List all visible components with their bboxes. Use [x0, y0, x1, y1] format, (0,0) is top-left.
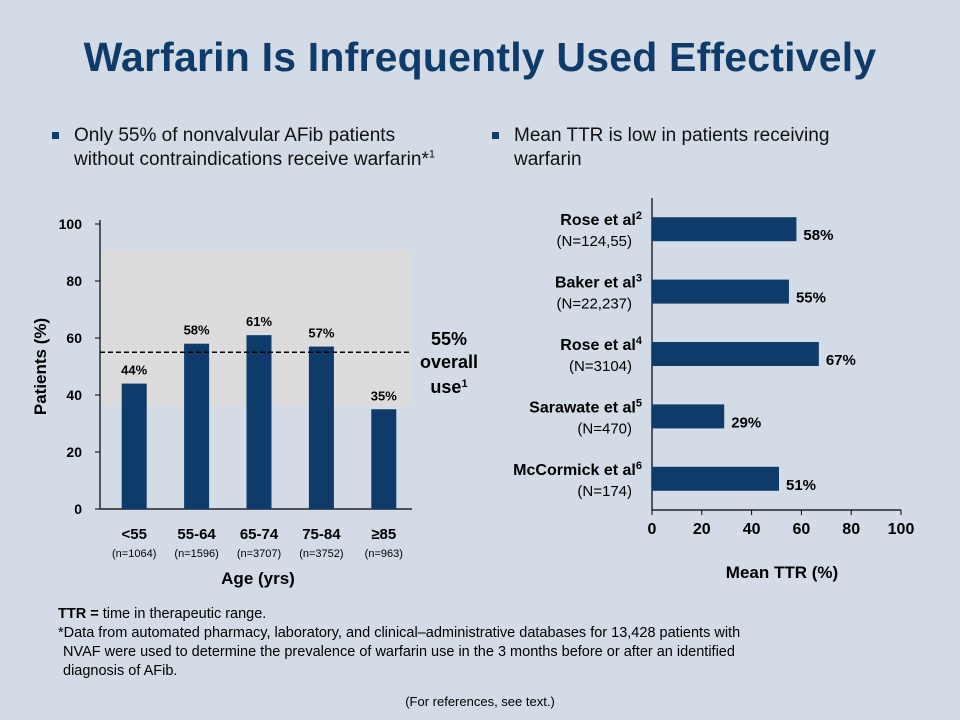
category-sample-size: (N=174): [577, 483, 632, 500]
x-tick-label: 65-74: [240, 526, 279, 543]
x-tick-label: <55: [121, 526, 146, 543]
bar: [308, 346, 334, 509]
bar: [652, 466, 779, 491]
category-sample-size: (N=124,55): [557, 233, 632, 250]
category-sample-size: (N=470): [577, 420, 632, 437]
x-tick-label: 40: [743, 521, 761, 538]
svg-text:McCormick et al6: McCormick et al6: [513, 460, 642, 479]
bar: [652, 279, 789, 304]
reference-label-line: overall: [420, 352, 478, 372]
x-tick-sublabel: (n=1596): [174, 548, 218, 560]
footnote-line-2: NVAF were used to determine the prevalen…: [63, 644, 735, 660]
category-label: Baker et al: [555, 275, 636, 292]
bar: [652, 342, 819, 366]
bar-data-label: 55%: [796, 290, 826, 307]
category-ref: 3: [636, 273, 642, 285]
category-label: Rose et al: [560, 337, 636, 354]
y-tick-label: 20: [66, 444, 82, 460]
left-bullet: Only 55% of nonvalvular AFib patients wi…: [52, 124, 454, 172]
references-note: (For references, see text.): [405, 694, 555, 709]
footnote-line-3: diagnosis of AFib.: [63, 663, 178, 679]
y-tick-label: 40: [66, 387, 82, 403]
x-axis-label: Age (yrs): [221, 569, 295, 588]
x-axis-label: Mean TTR (%): [726, 563, 838, 582]
bar: [246, 335, 272, 509]
category-label: McCormick et al: [513, 462, 636, 479]
svg-text:use1: use1: [430, 377, 467, 397]
category-sample-size: (N=22,237): [557, 296, 632, 313]
x-tick-sublabel: (n=1064): [112, 548, 156, 560]
x-tick-label: 100: [888, 521, 915, 538]
bar-data-label: 44%: [121, 363, 147, 378]
category-ref: 2: [636, 210, 642, 222]
footnote-line-1: *Data from automated pharmacy, laborator…: [58, 625, 741, 641]
category-ref: 4: [636, 335, 643, 347]
y-tick-label: 80: [66, 273, 82, 289]
x-tick-sublabel: (n=3752): [299, 548, 343, 560]
bullet-square-icon: [52, 132, 59, 139]
category-label: Rose et al: [560, 212, 636, 229]
x-tick-sublabel: (n=3707): [237, 548, 281, 560]
x-tick-label: 80: [842, 521, 860, 538]
bar-data-label: 51%: [786, 477, 816, 494]
bullet-square-icon: [492, 132, 499, 139]
right-bullet: Mean TTR is low in patients receiving wa…: [492, 124, 894, 172]
bar-data-label: 35%: [371, 388, 397, 403]
bar-data-label: 61%: [246, 314, 272, 329]
category-ref: 5: [636, 397, 642, 409]
x-tick-label: 75-84: [302, 526, 341, 543]
bar: [652, 404, 725, 429]
y-tick-label: 0: [74, 501, 82, 517]
svg-text:Rose et al4: Rose et al4: [560, 335, 643, 354]
bar: [652, 217, 797, 242]
bar: [371, 409, 397, 509]
x-tick-sublabel: (n=963): [365, 548, 403, 560]
y-tick-label: 100: [59, 216, 83, 232]
y-axis-label: Patients (%): [31, 318, 50, 415]
x-tick-label: 55-64: [177, 526, 216, 543]
bar-data-label: 57%: [308, 326, 334, 341]
x-tick-label: 60: [793, 521, 811, 538]
bar: [121, 383, 147, 509]
reference-label-line: 55%: [431, 329, 467, 349]
reference-label-ref: 1: [461, 378, 467, 390]
x-tick-label: 20: [693, 521, 711, 538]
bar: [184, 343, 210, 509]
reference-label-line: use: [430, 377, 461, 397]
category-ref: 6: [636, 460, 642, 472]
x-tick-label: 0: [648, 521, 657, 538]
bar-data-label: 58%: [184, 323, 210, 338]
y-tick-label: 60: [66, 330, 82, 346]
bar-data-label: 29%: [731, 414, 761, 431]
ttr-definition: time in therapeutic range.: [98, 606, 267, 622]
bar-data-label: 58%: [803, 227, 833, 244]
x-tick-label: ≥85: [371, 526, 396, 543]
category-sample-size: (N=3104): [569, 358, 632, 375]
bar-data-label: 67%: [826, 352, 856, 369]
svg-text:Sarawate et al5: Sarawate et al5: [529, 397, 642, 416]
left-bullet-text: Only 55% of nonvalvular AFib patients wi…: [74, 125, 429, 170]
category-label: Sarawate et al: [529, 399, 636, 416]
ttr-abbr: TTR =: [58, 606, 99, 622]
footnotes: TTR = time in therapeutic range. *Data f…: [58, 605, 888, 681]
svg-text:Rose et al2: Rose et al2: [560, 210, 642, 229]
left-bullet-ref: 1: [428, 148, 435, 161]
slide-title: Warfarin Is Infrequently Used Effectivel…: [83, 34, 877, 80]
right-bullet-text: Mean TTR is low in patients receiving wa…: [514, 125, 830, 170]
svg-text:Baker et al3: Baker et al3: [555, 273, 642, 292]
